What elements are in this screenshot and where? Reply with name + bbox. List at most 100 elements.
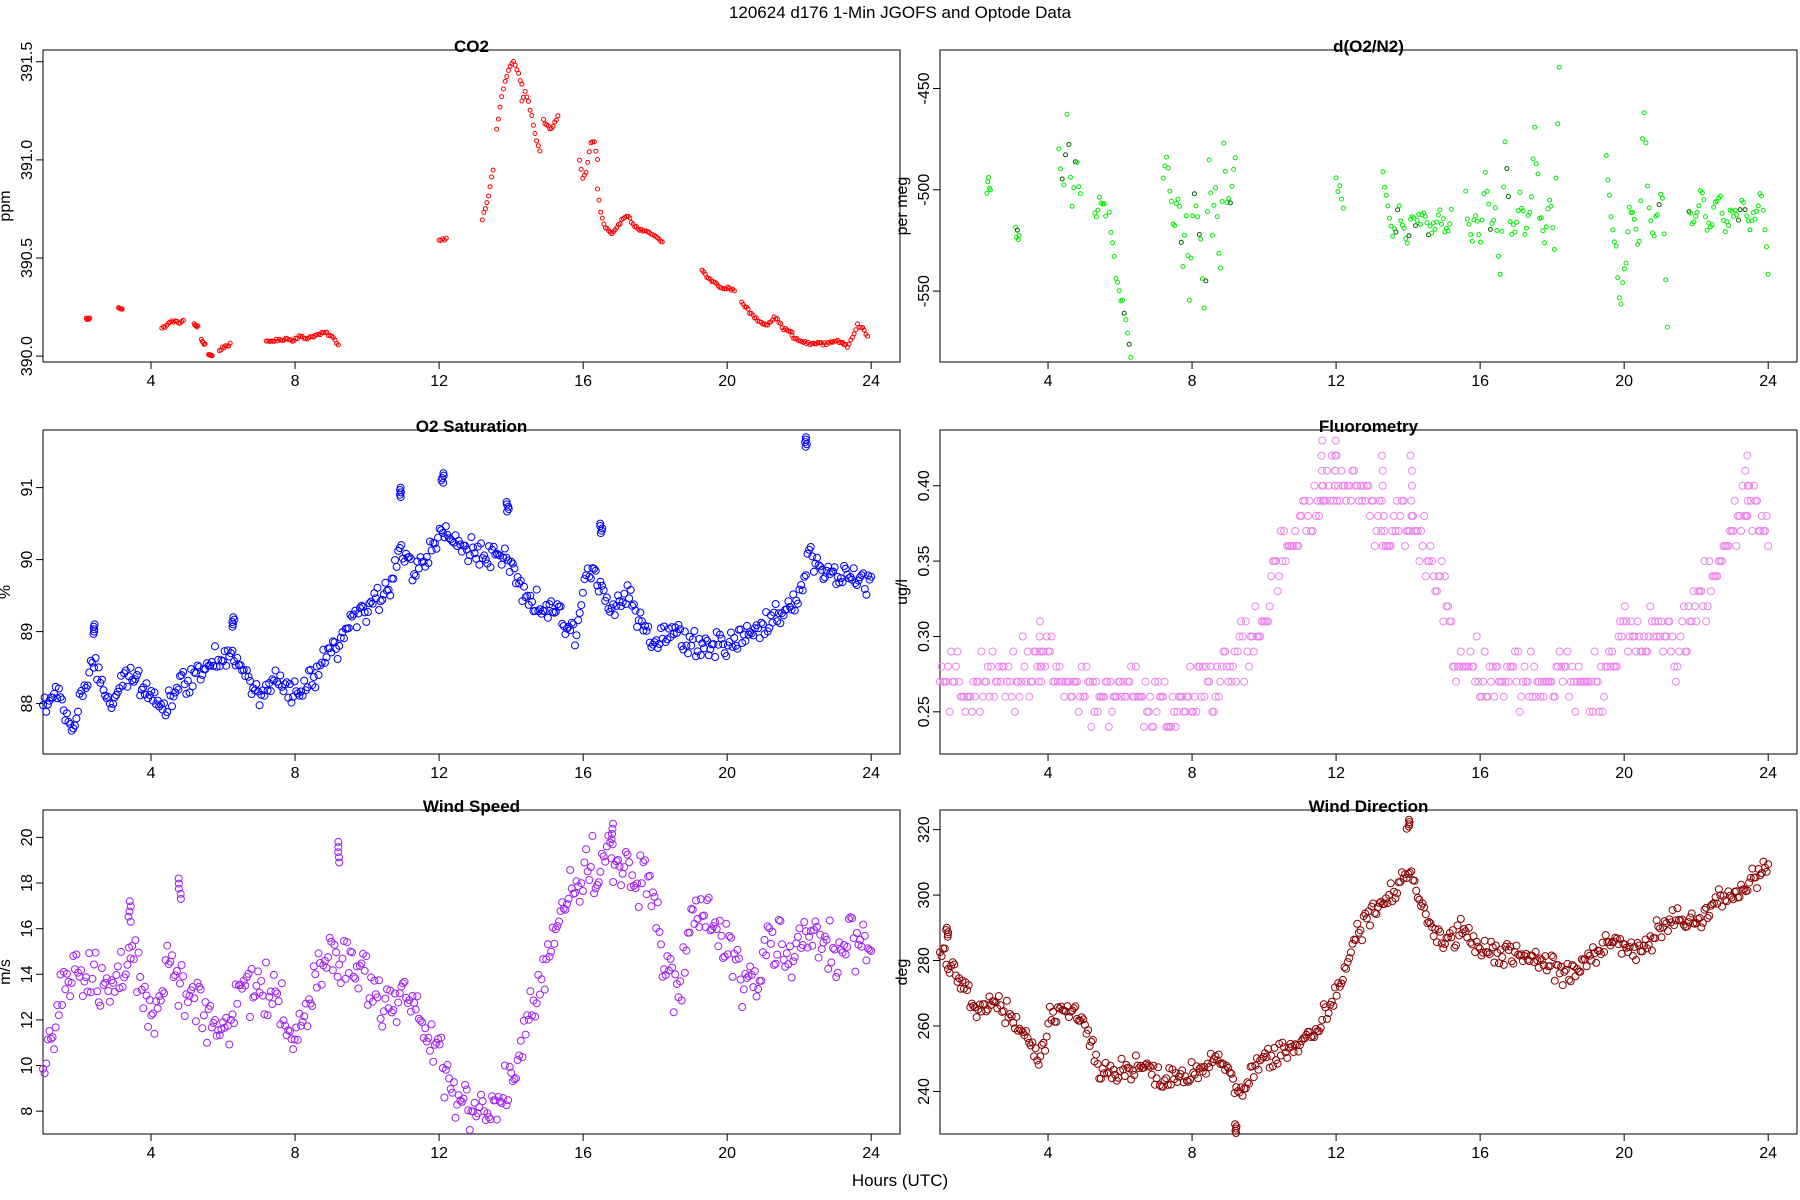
data-point	[853, 327, 859, 333]
x-tick-label: 8	[1188, 373, 1197, 390]
data-point	[485, 1113, 493, 1122]
data-point	[950, 677, 959, 686]
data-point	[789, 590, 798, 599]
x-tick-label: 24	[1759, 373, 1777, 390]
data-point	[333, 655, 342, 663]
data-point	[1732, 207, 1738, 213]
data-point	[42, 1059, 51, 1068]
data-point	[1249, 647, 1258, 656]
data-point	[265, 992, 274, 1001]
data-point	[1235, 632, 1244, 641]
data-point	[631, 884, 640, 893]
data-point	[972, 1013, 981, 1022]
data-point	[1437, 557, 1446, 566]
data-point	[1687, 909, 1696, 918]
data-point	[244, 672, 253, 681]
data-point	[1550, 225, 1556, 231]
data-point	[394, 998, 403, 1007]
data-point	[89, 629, 98, 638]
data-point	[1001, 692, 1010, 701]
data-point	[1035, 647, 1044, 656]
data-point	[47, 1034, 55, 1043]
data-point	[77, 966, 86, 975]
data-point	[1004, 662, 1013, 671]
data-point	[1499, 692, 1508, 701]
data-point	[1364, 481, 1373, 490]
data-point	[166, 957, 175, 966]
data-point	[1273, 1059, 1282, 1068]
data-point	[1658, 191, 1664, 197]
data-point	[1289, 1048, 1298, 1057]
y-axis-label: ug/l	[894, 579, 911, 605]
data-point	[470, 1098, 479, 1107]
data-point	[1272, 557, 1281, 566]
data-point	[86, 316, 92, 322]
data-point	[1386, 879, 1395, 888]
data-point	[1295, 511, 1304, 520]
data-point	[1064, 111, 1070, 117]
data-point	[58, 695, 67, 704]
data-point	[1517, 189, 1523, 195]
data-point	[396, 493, 405, 502]
data-point	[357, 959, 366, 968]
data-point	[1335, 496, 1344, 505]
y-tick-label: 390.5	[19, 238, 36, 278]
data-point	[1289, 542, 1298, 550]
data-point	[499, 1094, 508, 1103]
data-point	[1646, 602, 1655, 611]
data-point	[1059, 176, 1065, 182]
data-point	[1281, 557, 1290, 566]
data-point	[87, 315, 93, 321]
data-point	[521, 1030, 530, 1039]
data-point	[1069, 1004, 1078, 1013]
data-point	[535, 990, 544, 999]
data-point	[201, 998, 210, 1007]
data-point	[459, 1094, 468, 1103]
data-point	[506, 68, 511, 73]
data-point	[1138, 692, 1147, 701]
data-point	[1471, 677, 1480, 686]
data-point	[1598, 938, 1607, 947]
data-point	[368, 997, 377, 1006]
data-point	[523, 591, 532, 600]
data-point	[1623, 260, 1629, 266]
data-point	[982, 1007, 991, 1016]
data-point	[537, 148, 543, 154]
data-point	[83, 681, 92, 690]
data-point	[1407, 481, 1416, 490]
data-point	[1090, 707, 1099, 716]
data-point	[1697, 587, 1706, 596]
data-point	[594, 878, 603, 887]
data-point	[378, 595, 387, 604]
data-point	[1694, 915, 1703, 923]
data-point	[128, 676, 137, 685]
data-point	[1753, 884, 1761, 893]
data-point	[530, 122, 536, 128]
data-point	[609, 819, 617, 828]
data-point	[311, 683, 320, 692]
data-point	[1172, 223, 1178, 228]
data-point	[287, 1035, 296, 1044]
data-point	[1447, 221, 1453, 227]
data-point	[96, 1001, 105, 1010]
data-point	[160, 989, 168, 998]
data-point	[1331, 451, 1340, 460]
data-point	[332, 948, 341, 957]
data-point	[1598, 707, 1607, 716]
data-point	[150, 688, 159, 697]
x-tick-label: 8	[291, 373, 300, 390]
data-point	[391, 556, 399, 565]
data-point	[1383, 899, 1392, 908]
data-point	[392, 562, 401, 571]
data-point	[1216, 677, 1225, 686]
data-point	[202, 341, 208, 347]
data-point	[996, 677, 1005, 686]
data-point	[86, 656, 95, 665]
data-point	[1035, 632, 1044, 641]
data-point	[110, 987, 119, 996]
data-point	[1034, 677, 1043, 686]
data-point	[1280, 527, 1288, 535]
data-point	[1651, 934, 1660, 943]
data-point	[723, 950, 732, 959]
data-point	[636, 608, 645, 617]
